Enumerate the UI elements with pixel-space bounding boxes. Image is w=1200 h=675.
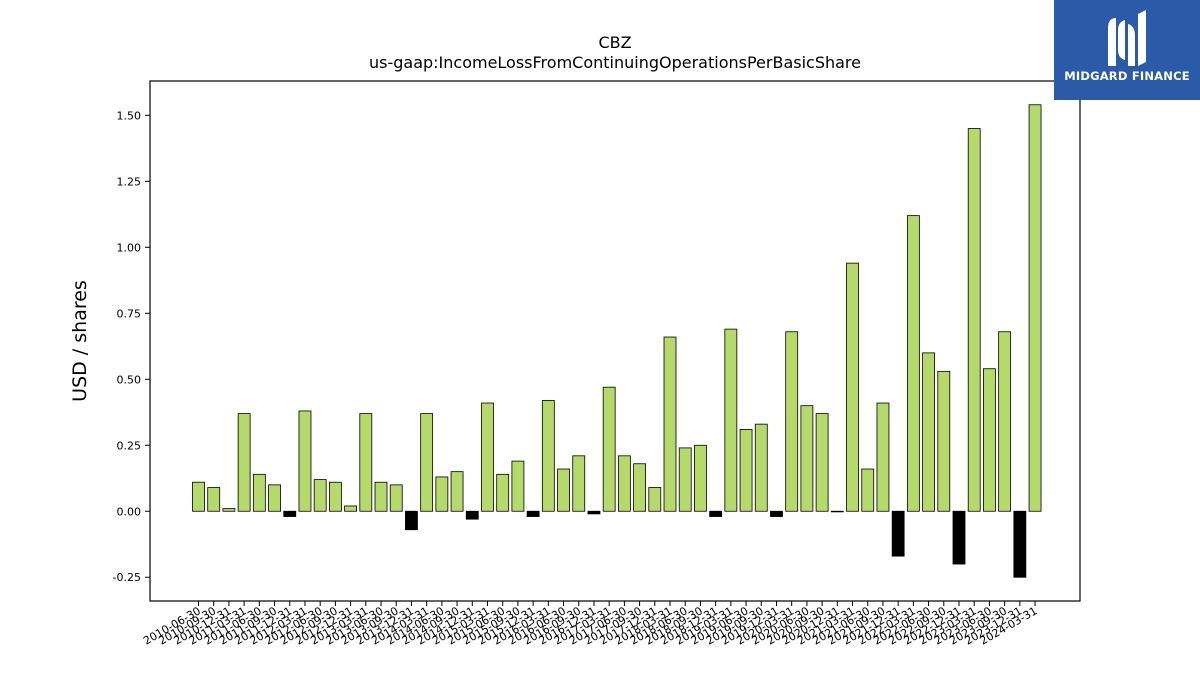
bar-2017-03-31 [602,386,616,512]
bar-2011-03-31 [237,413,251,512]
bar-2012-09-30 [328,481,342,512]
chart-subtitle: us-gaap:IncomeLossFromContinuingOperatio… [369,53,861,72]
bar-2019-09-30 [754,423,768,512]
logo-name: MIDGARD FINANCE [1064,69,1190,83]
y-tick-label: 1.00 [117,241,142,254]
bar-2015-12-31 [526,510,540,517]
midgard-logo-icon [1108,10,1146,66]
bar-2010-06-30 [192,481,205,512]
y-axis: -0.25 0.00 0.25 0.50 0.75 1.00 1.25 1.50 [113,109,150,584]
y-axis-label: USD / shares [69,280,91,402]
bar-2020-06-30 [800,405,814,512]
bar-2018-09-30 [694,444,707,512]
bar-2015-03-31 [481,402,494,512]
bar-2023-03-31 [967,128,981,512]
bar-2022-06-30 [922,352,935,512]
bar-2023-12-31 [1013,510,1027,578]
chart-title: CBZ [598,33,631,52]
y-tick-label: 0.25 [117,439,142,452]
y-tick-label: 1.25 [117,175,142,188]
midgard-logo: MIDGARD FINANCE [1054,0,1200,100]
bar-2020-09-30 [815,413,829,512]
bar-2012-12-31 [344,505,358,512]
bar-2022-03-31 [906,215,920,512]
plot-frame [149,80,1081,602]
bar-2015-06-30 [496,473,510,512]
bar-2017-09-30 [633,463,646,512]
y-tick-label: -0.25 [113,571,141,584]
bar-2014-12-31 [465,510,479,520]
bar-2010-09-30 [207,487,221,512]
bar-2016-06-30 [557,468,570,512]
y-tick-label: 0.50 [117,373,142,386]
y-tick-label: 0.75 [117,307,142,320]
bar-2021-06-30 [861,468,875,512]
bar-2023-09-30 [998,331,1012,512]
bar-2018-03-31 [663,336,677,512]
bars-group [192,104,1042,578]
bar-2016-09-30 [572,455,586,512]
bar-2011-09-30 [268,484,281,512]
bar-2015-09-30 [511,460,525,512]
y-tick-label: 0.00 [117,505,142,518]
bar-2021-03-31 [846,262,859,512]
bar-2017-12-31 [648,487,662,512]
bar-2024-03-31 [1028,104,1042,512]
bar-2011-06-30 [252,473,266,512]
bar-2010-12-31 [222,508,236,512]
bar-2016-03-31 [541,399,555,512]
bar-2022-09-30 [937,370,951,512]
bar-2021-09-30 [876,402,890,512]
bar-2020-12-31 [830,510,844,513]
x-axis: 2010-06-302010-09-302010-12-312011-03-31… [141,601,1040,648]
bar-2019-12-31 [770,510,783,517]
bar-2018-12-31 [709,510,723,517]
bar-2021-12-31 [891,510,905,557]
bar-2020-03-31 [785,331,799,512]
bar-2012-03-31 [298,410,312,512]
bar-2022-12-31 [952,510,966,565]
bar-2014-09-30 [450,471,464,512]
bar-2023-06-30 [983,368,996,512]
bar-2013-06-30 [374,481,388,512]
bar-2018-06-30 [678,447,692,512]
bar-2011-12-31 [283,510,297,517]
bar-2019-03-31 [724,328,738,512]
bar-2014-03-31 [420,413,434,512]
bar-2014-06-30 [435,476,449,512]
bar-2013-12-31 [405,510,418,531]
bar-2013-09-30 [389,484,403,512]
bar-2017-06-30 [617,455,631,512]
bar-2019-06-30 [739,429,753,512]
y-tick-label: 1.50 [117,109,142,122]
bar-2016-12-31 [587,510,601,515]
bar-2012-06-30 [313,479,327,512]
bar-2013-03-31 [359,413,373,512]
